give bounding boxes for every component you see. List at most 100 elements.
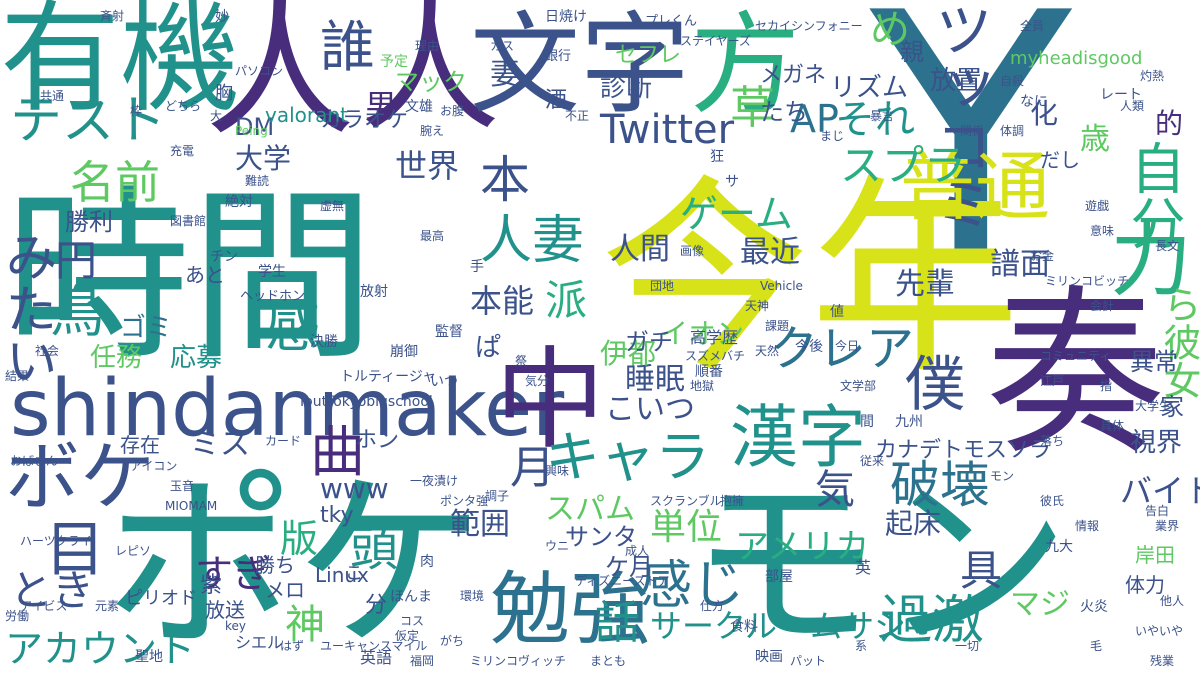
word-kurou: 具体: [1100, 419, 1125, 433]
word-shakai: 社会: [35, 344, 60, 358]
word-geemu: ゲーム: [680, 192, 793, 236]
word-sugu: 一切: [955, 639, 980, 653]
word-scramble: スクランブル: [650, 494, 722, 508]
word-benkyou: 勉強: [490, 563, 650, 656]
word-murasaki: 紫: [200, 573, 223, 598]
word-mama: まま: [365, 370, 367, 371]
word-saikin: 最近: [740, 235, 800, 270]
word-tortilla: トルティージャ: [340, 369, 437, 385]
word-tekinin: 腕え: [420, 124, 445, 138]
word-sekai: 世界: [395, 147, 460, 185]
word-chikara: お金: [1030, 249, 1055, 263]
word-heartscry: ハーツクライ: [20, 534, 92, 548]
word-rodo: 労働: [5, 609, 30, 623]
word-houchi: 放置: [930, 66, 983, 96]
word-ochi: 落ち: [1040, 434, 1065, 448]
word-gakusei: 学生: [258, 264, 286, 280]
word-matomo: まとも: [590, 654, 627, 668]
word-sugi: すぎ: [195, 552, 272, 596]
word-kyuuka: 大: [210, 109, 223, 123]
word-senpai: 先輩: [895, 267, 955, 302]
word-futsuu: 普通: [900, 143, 1051, 231]
word-ninmu: 任務: [90, 343, 143, 373]
word-hakai: 破壊: [890, 456, 990, 514]
word-kagetsu: ケ月: [605, 553, 653, 581]
word-kanojo2: 彼氏: [1040, 494, 1065, 508]
word-tachi: たち: [760, 98, 808, 126]
word-shikai: 視界: [1130, 428, 1183, 458]
word-juuyou: 調子: [485, 489, 510, 503]
word-chin: チン: [210, 249, 238, 265]
word-ha: 派: [545, 276, 588, 325]
word-kishida: 岸田: [1135, 543, 1175, 567]
word-twitter: Twitter: [600, 107, 735, 153]
word-santa: サンタ: [565, 523, 637, 551]
word-nankai: 難読: [245, 174, 270, 188]
word-megane: メガネ: [760, 63, 827, 88]
word-kesshou: 決勝: [310, 334, 338, 350]
word-stay: ステイヤーズ: [680, 34, 752, 48]
word-yuuki: 有機: [0, 0, 240, 129]
word-shouri: 勝利: [65, 208, 113, 236]
word-karaoke: カラオケ: [320, 108, 409, 133]
word-suzume: スズメバチ: [685, 349, 746, 363]
word-kyouiku: 高学歴: [690, 328, 739, 347]
word-edo: 江戸: [1040, 374, 1065, 388]
word-ato: あと: [185, 263, 225, 287]
word-gyokuon: 玉音: [170, 479, 195, 493]
word-bs: プレくん: [645, 14, 698, 29]
word-asa: 妙: [215, 9, 229, 25]
word-toki: とき: [10, 566, 95, 615]
word-eigo: 英語: [360, 648, 393, 667]
word-iou: 伊都: [600, 337, 657, 370]
word-kaisaku: 成人: [625, 544, 650, 558]
word-hanshin: 英: [855, 558, 872, 577]
word-mero: メロ: [265, 578, 305, 602]
word-tsukkomi: ツッコミ: [925, 0, 993, 232]
word-otoko: 男: [365, 87, 398, 125]
word-onaka: お腹: [440, 104, 465, 118]
word-musashi: ムサシ: [810, 607, 907, 645]
word-www: www: [320, 472, 389, 505]
word-hamaru: 毛: [1090, 639, 1103, 653]
word-shindan: 診断: [600, 73, 653, 103]
word-fukuoka: 福岡: [410, 654, 435, 668]
word-ie: 家: [1160, 393, 1184, 421]
word-ippai: いやいや: [1135, 624, 1184, 638]
word-hiyake: 日焼け: [545, 9, 587, 25]
word-miringo: ミリンコヴィッチ: [470, 654, 567, 668]
word-mune: 胸: [215, 83, 233, 104]
word-poke: ポケ: [105, 454, 486, 675]
word-kyara: キャラ: [545, 425, 711, 489]
word-juden: 充電: [170, 144, 195, 158]
word-daigaku: 大学: [235, 142, 292, 175]
word-kageki: 過激: [880, 591, 985, 651]
word-heya: 部屋: [765, 569, 793, 585]
word-jouhou: 情報: [1075, 519, 1100, 533]
word-sonzai: 存在: [120, 433, 160, 457]
word-myhead: myheadisgood: [1010, 48, 1143, 69]
word-kan: 感: [265, 295, 321, 359]
word-atsui: 自殺: [1000, 74, 1025, 88]
word-kyushu: 九州: [895, 414, 923, 430]
word-boku: 僕: [905, 350, 965, 420]
word-enkai: 円: [55, 236, 98, 285]
word-ijou: 異常: [1130, 348, 1178, 376]
word-shindanmaker: shindanmaker: [10, 364, 565, 454]
word-onna: おばさん: [10, 454, 59, 468]
word-tan: 値: [830, 304, 844, 320]
word-rizumu: リズム: [830, 73, 909, 103]
word-card: カード: [265, 434, 302, 448]
word-kanji: 漢字: [730, 399, 867, 478]
word-kenchi: 仕方: [700, 599, 725, 613]
word-ha2: ぱ: [475, 333, 502, 363]
word-sai2: 斉射: [100, 9, 125, 23]
word-kaiga: 今後: [795, 339, 823, 355]
word-aives: アイビス: [20, 599, 68, 613]
word-comm: コミュニティ: [1040, 349, 1112, 363]
word-sanba: サ: [725, 174, 739, 190]
word-uni: ウニ: [545, 539, 570, 553]
word-kenkyu: 化: [1030, 97, 1059, 130]
word-nani: なに: [1020, 94, 1048, 110]
